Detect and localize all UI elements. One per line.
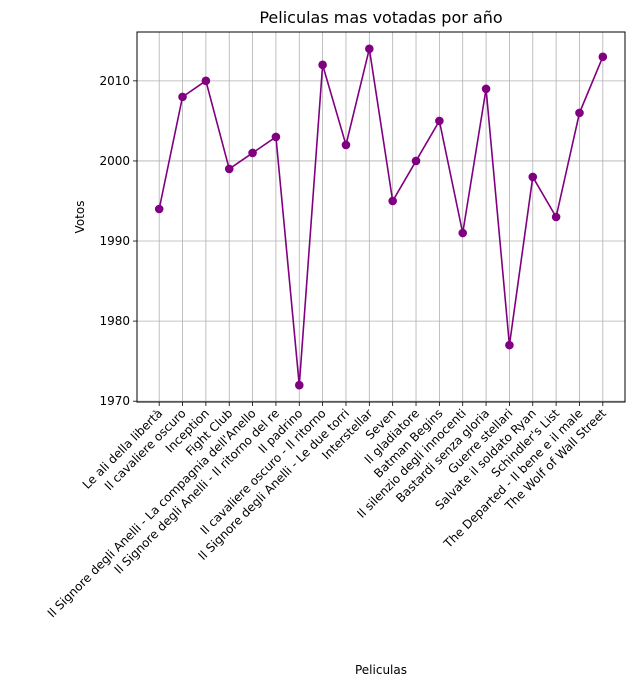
data-point xyxy=(435,116,444,126)
series-votos xyxy=(154,44,608,390)
data-point xyxy=(575,108,584,118)
data-point xyxy=(271,132,281,142)
data-point xyxy=(248,148,257,158)
data-point xyxy=(598,52,608,62)
y-tick-label: 1990 xyxy=(99,234,130,248)
data-point xyxy=(458,228,468,238)
chart-title: Peliculas mas votadas por año xyxy=(259,8,502,27)
y-tick-label: 1980 xyxy=(99,314,130,328)
y-tick-label: 1970 xyxy=(99,394,130,408)
data-point xyxy=(154,204,164,214)
series-line xyxy=(158,48,604,386)
data-point xyxy=(388,196,397,206)
data-point xyxy=(178,92,187,102)
y-axis: 1970 1980 1990 2000 2010 xyxy=(99,74,137,408)
data-point xyxy=(505,340,514,350)
y-tick-label: 2000 xyxy=(99,154,130,168)
plot-frame xyxy=(136,31,626,403)
y-axis-label: Votos xyxy=(73,201,87,234)
data-point xyxy=(528,172,538,182)
data-point xyxy=(294,380,304,390)
data-point xyxy=(551,212,561,222)
data-point xyxy=(318,60,327,70)
data-point xyxy=(411,156,421,166)
data-point xyxy=(224,164,234,174)
data-point xyxy=(481,84,491,94)
data-point xyxy=(365,44,374,54)
data-point xyxy=(201,76,211,86)
x-axis-label: Peliculas xyxy=(355,663,407,677)
y-tick-label: 2010 xyxy=(99,74,130,88)
data-point xyxy=(341,140,351,150)
